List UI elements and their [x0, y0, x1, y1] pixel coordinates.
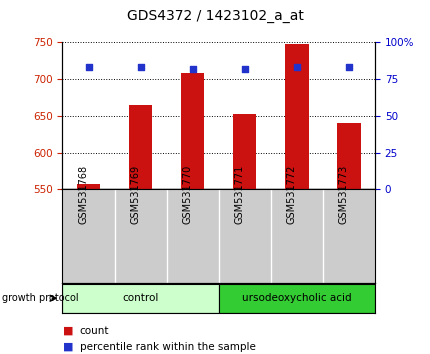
Point	[85, 65, 92, 70]
Text: GDS4372 / 1423102_a_at: GDS4372 / 1423102_a_at	[127, 9, 303, 23]
Bar	[218, 284, 374, 313]
Text: GSM531768: GSM531768	[78, 165, 88, 224]
Bar	[77, 183, 100, 189]
Point	[293, 65, 300, 70]
Text: control: control	[122, 293, 158, 303]
Text: GSM531770: GSM531770	[182, 165, 192, 224]
Point	[189, 66, 196, 72]
Text: percentile rank within the sample: percentile rank within the sample	[80, 342, 255, 352]
Bar	[233, 114, 256, 189]
Bar	[129, 105, 152, 189]
Text: growth protocol: growth protocol	[2, 293, 79, 303]
Point	[241, 66, 248, 72]
Text: ursodeoxycholic acid: ursodeoxycholic acid	[242, 293, 351, 303]
Bar	[181, 73, 204, 189]
Text: ■: ■	[62, 342, 73, 352]
Point	[345, 65, 352, 70]
Bar	[62, 284, 218, 313]
Text: GSM531772: GSM531772	[286, 164, 296, 224]
Text: ■: ■	[62, 326, 73, 336]
Text: GSM531771: GSM531771	[234, 165, 244, 224]
Bar	[336, 122, 360, 189]
Point	[137, 65, 144, 70]
Text: GSM531773: GSM531773	[338, 165, 348, 224]
Text: count: count	[80, 326, 109, 336]
Text: GSM531769: GSM531769	[130, 165, 140, 224]
Bar	[285, 44, 308, 189]
